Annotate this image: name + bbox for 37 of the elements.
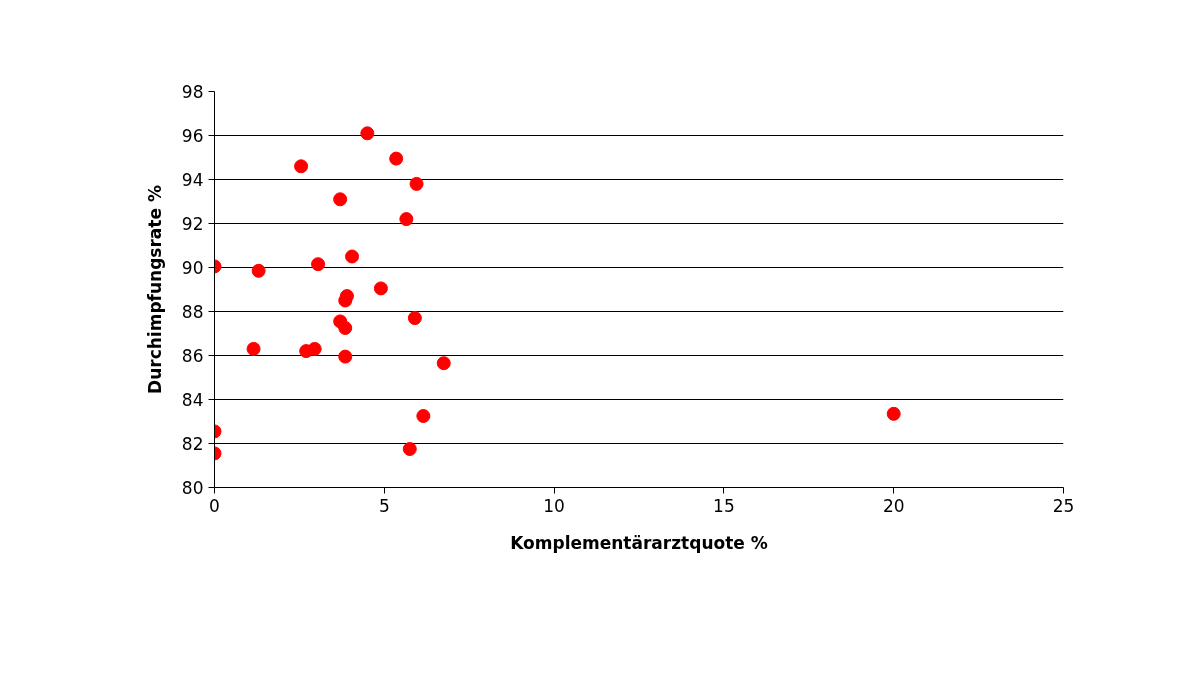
- point: [409, 176, 424, 191]
- x-tick-label: 10: [543, 495, 565, 516]
- x-tick-label: 15: [713, 495, 735, 516]
- point: [886, 406, 901, 421]
- point: [251, 263, 266, 278]
- point: [407, 311, 422, 326]
- x-tick-label: 20: [882, 495, 905, 516]
- y-tick-label: 82: [181, 434, 204, 454]
- y-tick-label: 94: [181, 170, 204, 190]
- x-tick-label: 5: [378, 495, 390, 516]
- point: [333, 192, 348, 207]
- point: [294, 159, 309, 174]
- y-tick-label: 88: [181, 302, 204, 322]
- point: [338, 321, 353, 335]
- point: [338, 349, 353, 364]
- point: [436, 356, 451, 371]
- point: [246, 341, 261, 356]
- y-tick-label: 84: [181, 390, 204, 410]
- point: [389, 151, 404, 166]
- point: [360, 126, 375, 141]
- x-tick-label: 0: [209, 495, 220, 516]
- x-axis-title: Komplementärarztquote %: [510, 532, 768, 553]
- y-tick-label: 90: [181, 258, 204, 278]
- y-tick-label: 96: [181, 126, 204, 146]
- point: [307, 341, 322, 356]
- point: [416, 409, 431, 423]
- y-tick-label: 86: [181, 346, 204, 366]
- point: [402, 442, 417, 456]
- point: [399, 212, 414, 227]
- point: [311, 257, 326, 272]
- point: [373, 281, 388, 296]
- point: [345, 249, 360, 264]
- y-tick-label: 80: [181, 478, 204, 498]
- x-tick-label: 25: [1052, 495, 1075, 516]
- y-tick-label: 92: [181, 214, 204, 234]
- y-axis-title: Durchimpfungsrate %: [144, 185, 165, 394]
- y-tick-label: 98: [181, 82, 204, 102]
